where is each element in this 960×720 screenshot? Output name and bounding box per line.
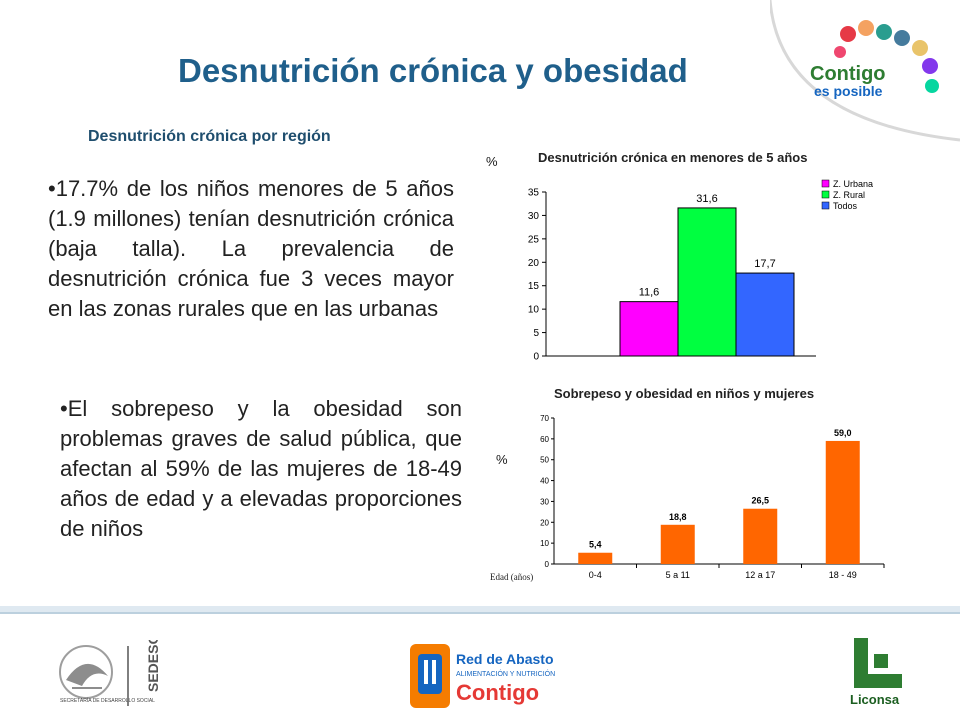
chart2-y-tick-label: 50	[540, 456, 549, 465]
chart2-category-label: 18 - 49	[829, 570, 857, 580]
chart2-data-label: 59,0	[834, 428, 852, 438]
chart1-y-tick-label: 0	[533, 352, 539, 363]
chart2-y-tick-label: 70	[540, 414, 549, 423]
chart1-data-label: 17,7	[754, 258, 775, 270]
chart1-y-tick-label: 35	[528, 188, 540, 199]
red-de-abasto-logo: Red de Abasto ALIMENTACIÓN Y NUTRICIÓN C…	[410, 644, 555, 708]
chart1-bar-2	[677, 207, 737, 357]
chart2-category-label: 5 a 11	[666, 570, 690, 580]
chart1-bar-1	[619, 301, 679, 357]
chart1-legend-label: Todos	[833, 201, 858, 211]
chart2-data-label: 18,8	[669, 512, 687, 522]
contigo-logo: Contigo es posible	[770, 0, 960, 142]
chart2-bar-4	[825, 440, 860, 564]
footer-divider	[0, 606, 960, 612]
chart1-bar-3	[735, 272, 795, 357]
paragraph-obesidad: •El sobrepeso y la obesidad son problema…	[60, 396, 462, 541]
chart2-title: Sobrepeso y obesidad en niños y mujeres	[554, 386, 815, 401]
liconsa-logo: Liconsa	[850, 638, 902, 707]
eagle-emblem-icon	[59, 645, 113, 699]
chart1-y-tick-label: 25	[528, 234, 540, 245]
chart2-y-tick-label: 0	[545, 560, 550, 569]
chart1-title: Desnutrición crónica en menores de 5 año…	[538, 150, 808, 165]
chart2-bar-1	[578, 552, 613, 564]
section-subtitle: Desnutrición crónica por región	[88, 128, 331, 145]
chart1-data-label: 31,6	[696, 193, 717, 205]
abasto-contigo: Contigo	[456, 680, 539, 705]
abasto-title: Red de Abasto	[456, 651, 554, 667]
chart1-y-tick-label: 10	[528, 305, 540, 316]
chart1-legend-swatch	[821, 201, 830, 210]
chart2-ylabel: %	[496, 452, 508, 467]
liconsa-name: Liconsa	[850, 692, 900, 707]
chart2-y-tick-label: 20	[540, 518, 549, 527]
chart2-y-tick-label: 10	[540, 539, 549, 548]
chart1-legend-swatch	[821, 179, 830, 188]
contigo-logo-subtext: es posible	[814, 83, 883, 99]
chart1-y-tick-label: 5	[533, 328, 539, 339]
chart2-y-tick-label: 30	[540, 497, 549, 506]
abasto-subtitle: ALIMENTACIÓN Y NUTRICIÓN	[456, 669, 555, 678]
chart1-legend-label: Z. Rural	[833, 190, 865, 200]
chart2-xlabel: Edad (años)	[490, 572, 534, 582]
chart1-data-label: 11,6	[639, 287, 660, 299]
hands-icon	[834, 20, 939, 93]
hand-utensils-icon	[410, 644, 450, 708]
page-title: Desnutrición crónica y obesidad	[178, 52, 688, 89]
chart2-data-label: 5,4	[589, 540, 602, 550]
chart1-y-tick-label: 30	[528, 211, 540, 222]
sedesol-logo: SECRETARÍA DE DESARROLLO SOCIAL SEDESOL	[59, 640, 161, 706]
chart2-category-label: 0-4	[589, 570, 602, 580]
chart2-y-tick-label: 40	[540, 477, 549, 486]
chart1-legend-label: Z. Urbana	[833, 179, 873, 189]
chart2-category-label: 12 a 17	[745, 570, 775, 580]
contigo-logo-text: Contigo	[810, 63, 886, 85]
chart2-bar-3	[743, 508, 778, 564]
chart1-legend-swatch	[821, 190, 830, 199]
chart1-y-tick-label: 20	[528, 258, 540, 269]
chart2-y-tick-label: 60	[540, 435, 549, 444]
chart2: 0 10 20 30 40 50 60 70 5,4 0-4 18,8 5 a 11 26,5 12 a …	[540, 414, 885, 580]
chart2-data-label: 26,5	[751, 496, 769, 506]
footer-divider-shadow	[0, 612, 960, 614]
chart2-bar-2	[660, 524, 695, 564]
paragraph-desnutricion: •17.7% de los niños menores de 5 años (1…	[48, 176, 454, 321]
liconsa-mark-icon	[854, 638, 902, 688]
chart1-ylabel: %	[486, 154, 498, 169]
sedesol-small-text: SECRETARÍA DE DESARROLLO SOCIAL	[60, 697, 155, 704]
chart1-y-tick-label: 15	[528, 281, 540, 292]
sedesol-name: SEDESOL	[145, 640, 161, 692]
